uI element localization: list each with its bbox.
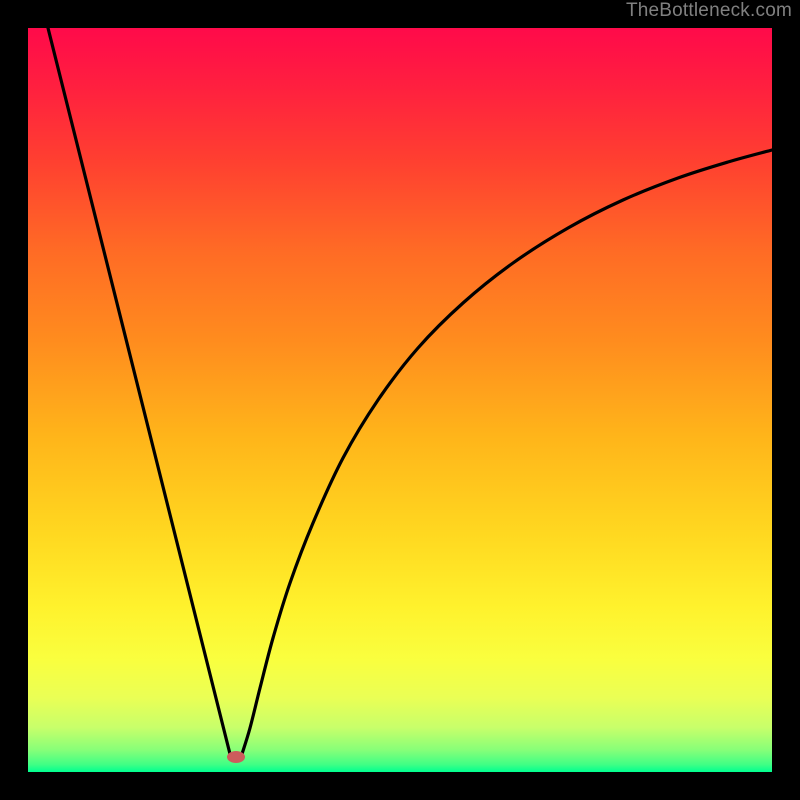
curve-left-segment xyxy=(48,28,230,754)
curve-right-segment xyxy=(242,150,772,754)
bottleneck-curve xyxy=(28,28,772,772)
minimum-marker xyxy=(227,751,245,763)
plot-area xyxy=(28,28,772,772)
attribution-label: TheBottleneck.com xyxy=(626,0,792,22)
chart-frame: TheBottleneck.com xyxy=(0,0,800,800)
